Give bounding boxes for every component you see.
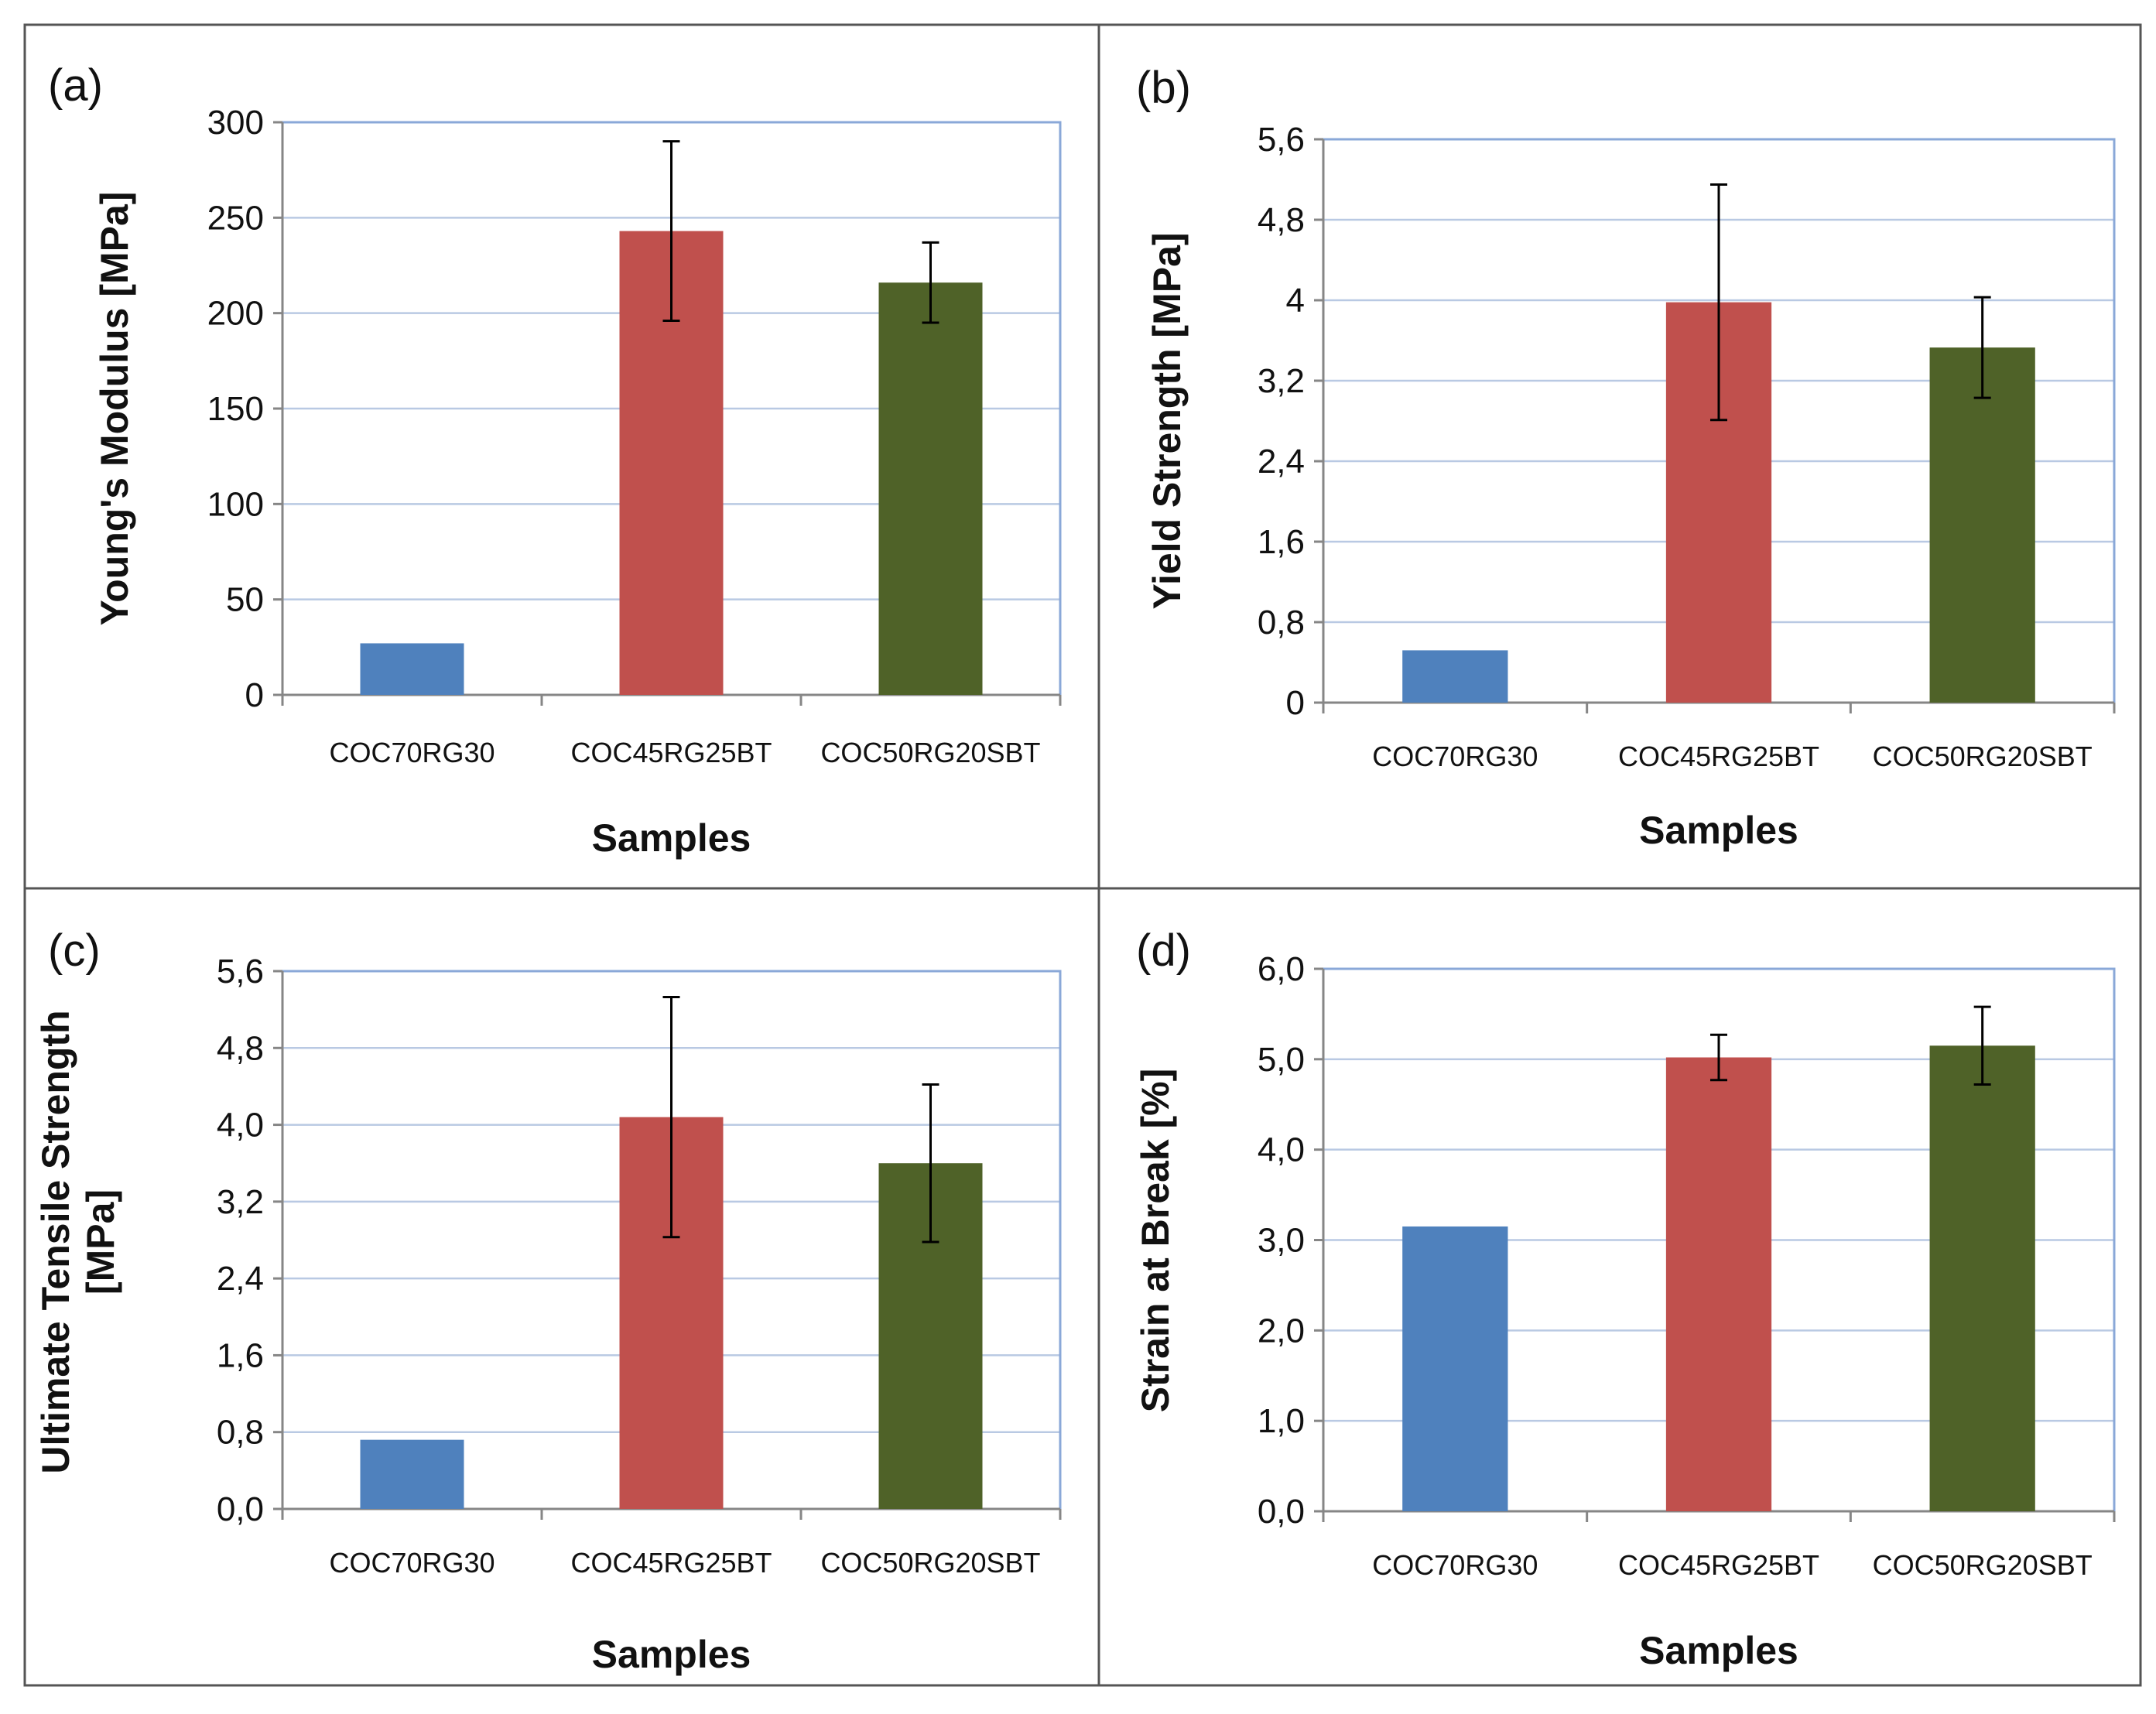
y-tick-label: 1,6: [217, 1336, 264, 1374]
y-tick-label: 2,4: [217, 1260, 264, 1298]
y-tick-label: 150: [207, 390, 264, 428]
y-tick-label: 0,8: [1258, 604, 1305, 641]
bar-coc70rg30: [360, 1439, 464, 1509]
x-axis-title: Samples: [592, 1633, 751, 1676]
bar-coc70rg30: [360, 643, 464, 695]
y-tick-label: 300: [207, 104, 264, 142]
x-tick-label: COC45RG25BT: [570, 1547, 772, 1579]
bar-coc50rg20sbt: [1929, 1045, 2035, 1511]
y-axis-title: Ultimate Tensile Strength[MPa]: [34, 1010, 122, 1473]
y-tick-label: 1,6: [1258, 523, 1305, 561]
y-tick-label: 5,6: [1258, 121, 1305, 159]
x-tick-label: COC70RG30: [1372, 741, 1538, 772]
y-tick-label: 0: [1286, 684, 1305, 722]
y-tick-label: 3,0: [1258, 1222, 1305, 1260]
bar-coc45rg25bt: [1665, 1057, 1772, 1511]
panel-d-strain-at-break: (d) 0,0 1,0 2,0 3,0 4,0 5,0 6,0 COC70RG30 COC45RG…: [1134, 925, 2116, 1672]
y-axis-title-line: [MPa]: [79, 1189, 122, 1295]
panel-b-yield-strength: (b) 0 0,8 1,6 2,4 3,2 4 4,8 5,6 COC70RG30 COC45RG2…: [1136, 63, 2116, 852]
y-tick-label: 4,0: [1258, 1131, 1305, 1169]
x-axis-title: Samples: [1639, 809, 1798, 852]
x-tick-label: COC50RG20SBT: [1873, 741, 2093, 772]
figure-outer-border: [23, 23, 2142, 1687]
panel-a-youngs-modulus: (a) 0 50 100 150 200 250 300 COC70RG30 COC45RG25B…: [48, 60, 1062, 860]
y-tick-label: 4: [1286, 282, 1305, 320]
y-tick-label: 3,2: [1258, 362, 1305, 400]
y-tick-label: 5,6: [217, 953, 264, 990]
y-tick-label: 1,0: [1258, 1402, 1305, 1440]
x-tick-label: COC50RG20SBT: [1873, 1549, 2093, 1581]
y-tick-label: 2,0: [1258, 1312, 1305, 1350]
x-axis-title: Samples: [1639, 1629, 1798, 1672]
y-axis-title: Yield Strength [MPa]: [1145, 232, 1189, 609]
panel-label: (a): [48, 60, 103, 111]
y-tick-label: 0,0: [1258, 1493, 1305, 1531]
y-tick-label: 50: [226, 581, 264, 619]
y-tick-label: 4,0: [217, 1107, 264, 1144]
bar-coc50rg20sbt: [1929, 347, 2035, 703]
x-tick-label: COC45RG25BT: [1618, 741, 1819, 772]
bar-coc50rg20sbt: [878, 282, 983, 695]
panel-label: (b): [1136, 63, 1191, 113]
y-axis-title-line: Young's Modulus [MPa]: [93, 192, 136, 626]
x-tick-label: COC50RG20SBT: [820, 737, 1040, 768]
y-tick-label: 5,0: [1258, 1041, 1305, 1079]
x-tick-label: COC70RG30: [329, 1547, 495, 1579]
x-tick-label: COC50RG20SBT: [820, 1547, 1040, 1579]
y-tick-label: 200: [207, 295, 264, 333]
x-axis-title: Samples: [592, 816, 751, 860]
y-tick-label: 0: [245, 676, 264, 714]
y-tick-label: 6,0: [1258, 950, 1305, 988]
panel-c-ultimate-tensile-strength: (c) 0,0 0,8 1,6 2,4 3,2 4,0 4,8 5,6 COC70RG30 COC4…: [34, 925, 1062, 1676]
bar-coc70rg30: [1402, 650, 1508, 703]
panel-label: (d): [1136, 925, 1191, 976]
x-tick-label: COC45RG25BT: [570, 737, 772, 768]
y-axis-title-line: Ultimate Tensile Strength: [34, 1010, 77, 1473]
y-tick-label: 2,4: [1258, 443, 1305, 481]
y-tick-label: 4,8: [1258, 201, 1305, 239]
y-tick-label: 4,8: [217, 1029, 264, 1067]
y-tick-label: 3,2: [217, 1183, 264, 1221]
y-tick-label: 0,0: [217, 1490, 264, 1528]
panel-label: (c): [48, 925, 101, 976]
y-tick-label: 0,8: [217, 1414, 264, 1452]
y-tick-label: 100: [207, 485, 264, 523]
y-axis-title: Strain at Break [%]: [1134, 1069, 1177, 1413]
x-tick-label: COC70RG30: [1372, 1549, 1538, 1581]
x-tick-label: COC70RG30: [329, 737, 495, 768]
y-axis-title-line: Strain at Break [%]: [1134, 1069, 1177, 1413]
y-tick-label: 250: [207, 199, 264, 237]
y-axis-title-line: Yield Strength [MPa]: [1145, 232, 1189, 609]
bar-coc70rg30: [1402, 1226, 1508, 1511]
x-tick-label: COC45RG25BT: [1618, 1549, 1819, 1581]
y-axis-title: Young's Modulus [MPa]: [93, 192, 136, 626]
